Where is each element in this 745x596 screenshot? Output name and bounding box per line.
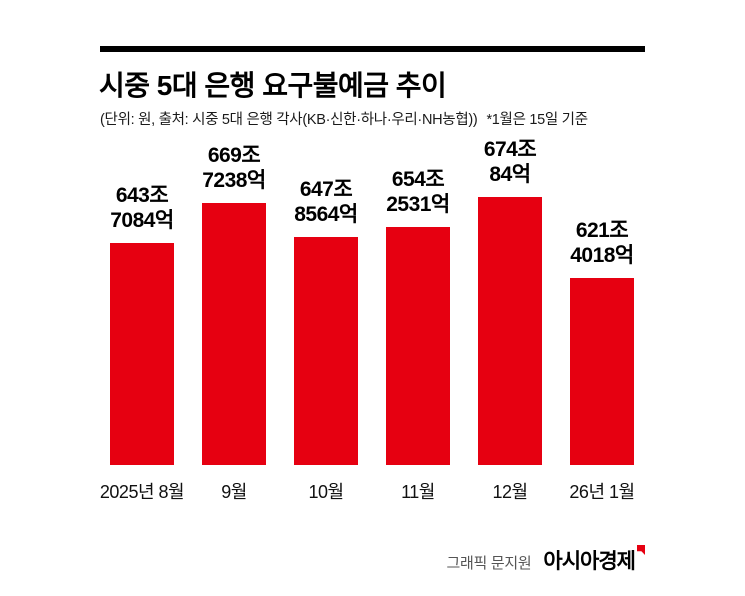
graphic-credit-text: 그래픽 문지원: [446, 555, 532, 572]
x-axis-label: 26년 1월: [569, 481, 635, 502]
footnote-text: *1월은 15일 기준: [486, 112, 588, 128]
bar-value-label: 654조 2531억: [386, 168, 450, 216]
bar-value-label: 669조 7238억: [202, 144, 266, 192]
bar-value-label: 674조 84억: [483, 138, 537, 186]
x-axis-label: 2025년 8월: [99, 481, 185, 502]
bar-column: 654조 2531억 11월: [374, 168, 462, 502]
chart-title: 시중 5대 은행 요구불예금 추이: [99, 70, 447, 101]
x-axis-label: 9월: [221, 481, 247, 502]
brand-mark-icon: [637, 545, 645, 555]
bar: [110, 242, 174, 465]
bar-column: 669조 7238억 9월: [190, 144, 278, 502]
top-rule-divider: [100, 46, 645, 52]
bar-column: 643조 7084억 2025년 8월: [98, 184, 186, 502]
brand-text: 아시아경제: [543, 550, 636, 573]
bar-column: 621조 4018억 26년 1월: [558, 219, 646, 502]
x-axis-label: 10월: [308, 481, 344, 502]
bar: [478, 196, 542, 465]
brand-logo: 아시아경제: [543, 545, 645, 575]
x-axis-label: 11월: [401, 481, 435, 502]
bar-value-label: 647조 8564억: [294, 178, 358, 226]
bar-chart: 643조 7084억 2025년 8월 669조 7238억 9월 647조 8…: [98, 138, 646, 502]
bar: [202, 202, 266, 465]
x-axis-label: 12월: [492, 481, 528, 502]
chart-subtitle: (단위: 원, 출처: 시중 5대 은행 각사(KB·신한·하나·우리·NH농협…: [100, 108, 588, 129]
bar-value-label: 621조 4018억: [570, 219, 634, 267]
unit-source-text: (단위: 원, 출처: 시중 5대 은행 각사(KB·신한·하나·우리·NH농협…: [100, 112, 478, 128]
bar-column: 647조 8564억 10월: [282, 178, 370, 502]
credit-line: 그래픽 문지원 아시아경제: [447, 545, 645, 575]
bar: [386, 226, 450, 465]
bar-value-label: 643조 7084억: [110, 184, 174, 232]
bar-column: 674조 84억 12월: [466, 138, 554, 502]
bar: [570, 277, 634, 465]
bar: [294, 236, 358, 465]
